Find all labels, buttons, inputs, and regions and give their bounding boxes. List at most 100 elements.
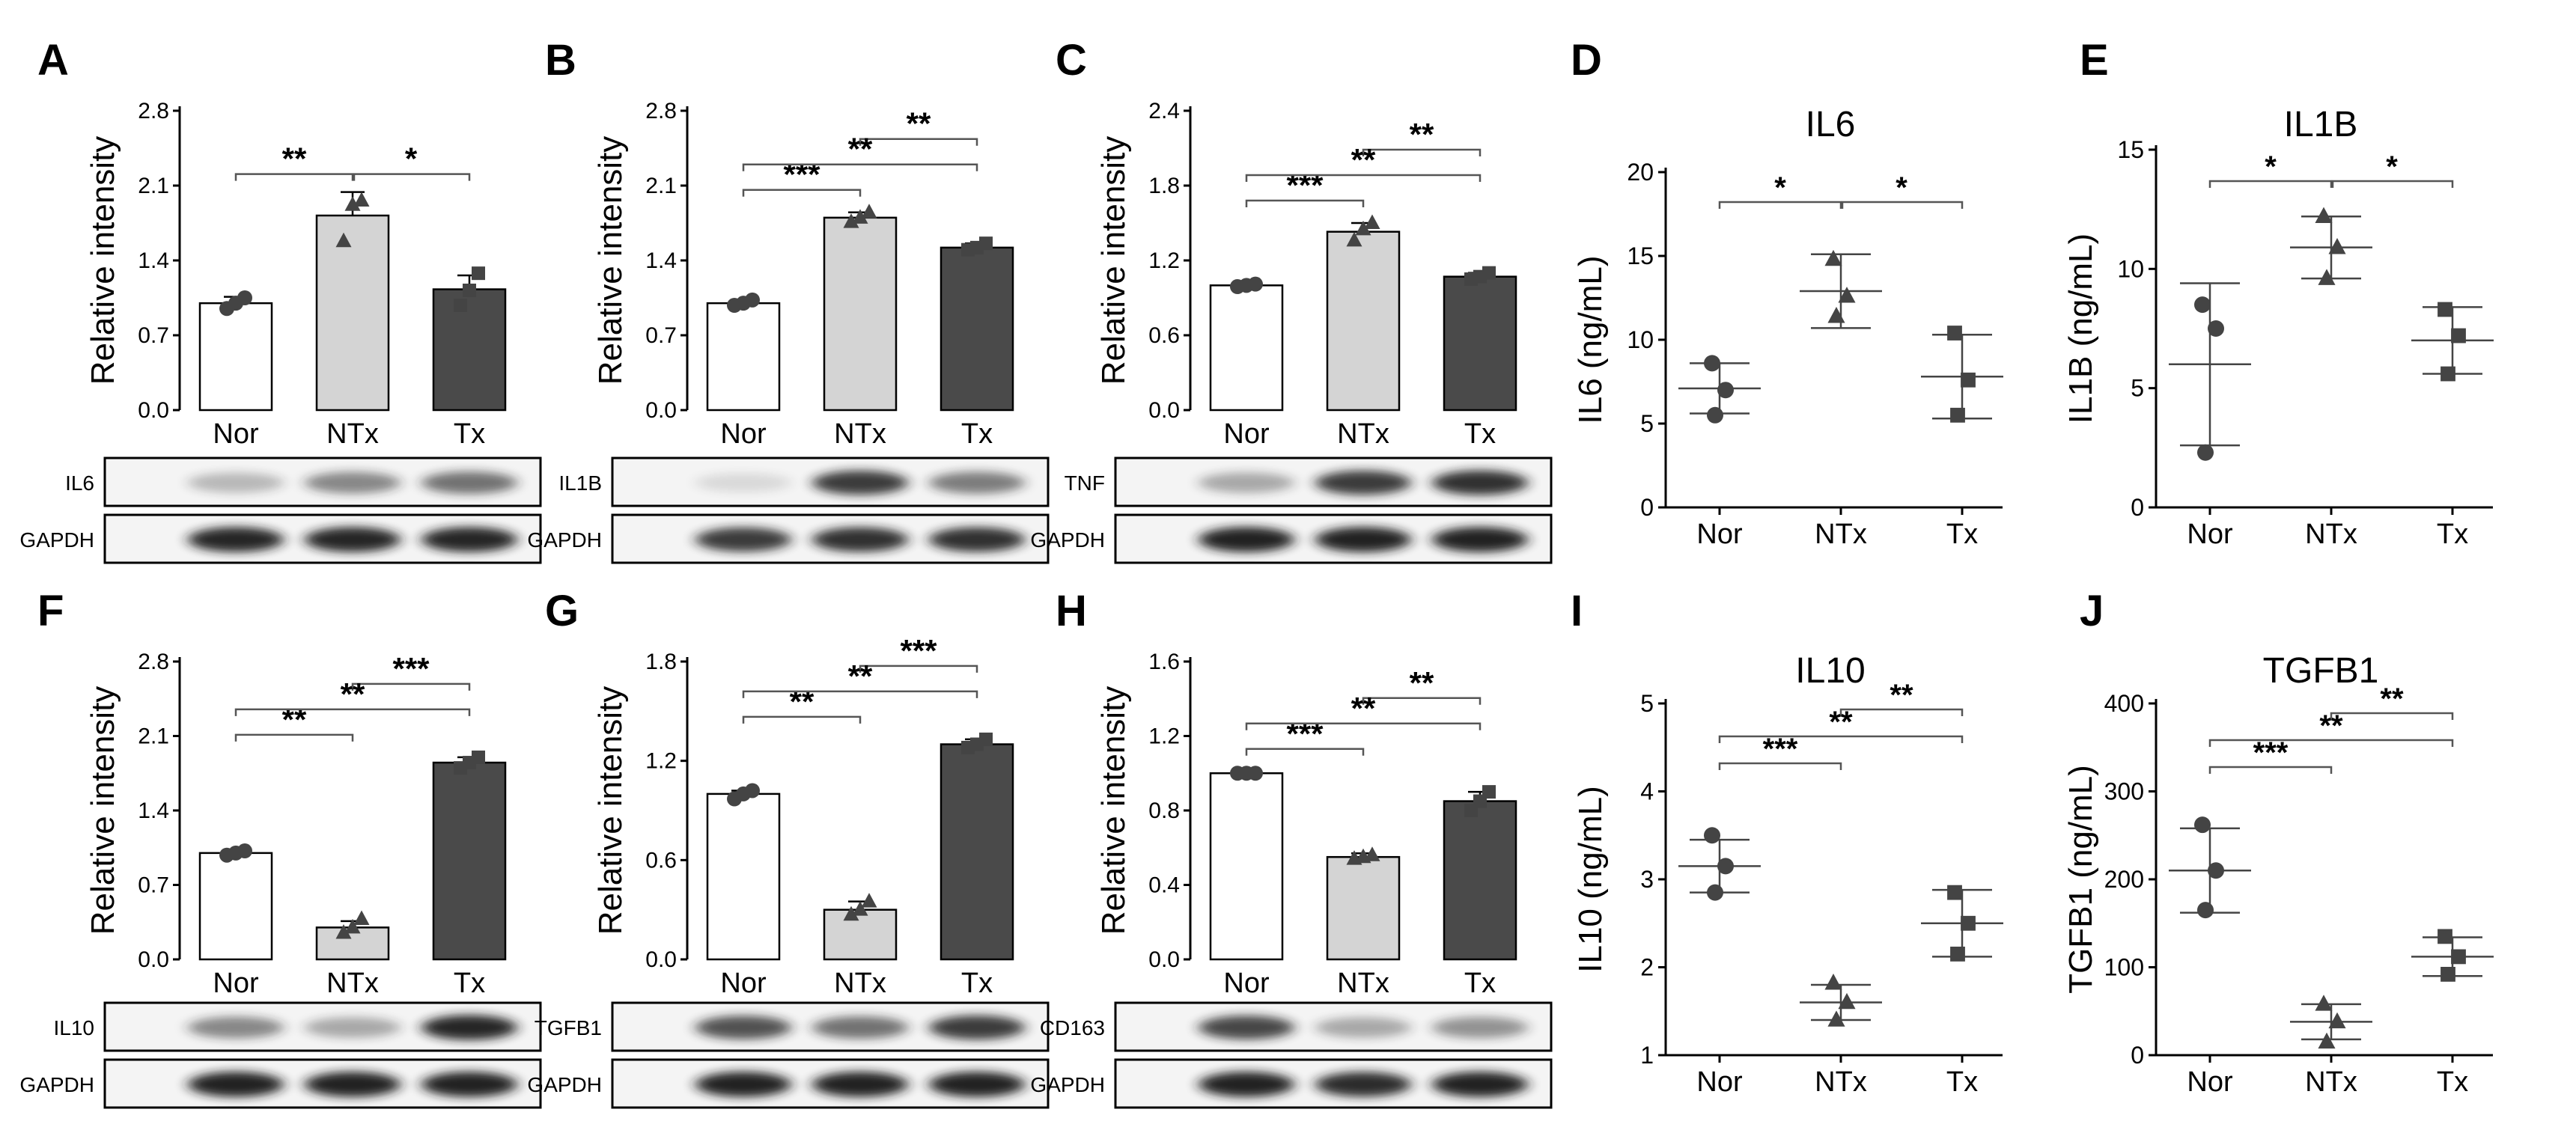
y-axis-title: Relative intensity	[85, 686, 121, 935]
data-point	[1961, 915, 1976, 931]
data-point	[1961, 372, 1976, 388]
significance-bracket	[859, 665, 978, 673]
y-tick-label: 1.2	[1148, 248, 1180, 273]
data-point	[344, 196, 361, 211]
panel-label: B	[545, 36, 576, 85]
y-tick-label: 0.0	[645, 398, 677, 423]
bar	[1209, 284, 1284, 412]
blot-band	[421, 1015, 517, 1040]
data-point	[2318, 269, 2336, 285]
data-point	[2194, 296, 2211, 314]
bar	[198, 302, 273, 412]
y-tick-label: 15	[2117, 136, 2144, 163]
y-tick-label: 2.8	[138, 99, 169, 123]
bar	[1326, 230, 1401, 412]
significance-bracket	[353, 173, 471, 181]
x-tick-label: Tx	[961, 418, 993, 450]
y-tick-label: 5	[1640, 410, 1654, 437]
significance-bracket	[1362, 148, 1482, 156]
significance-label: **	[907, 106, 931, 141]
significance-bracket	[2208, 766, 2333, 774]
x-tick-label: Nor	[1696, 519, 1743, 550]
y-tick-label: 0	[2131, 1042, 2144, 1069]
panel-label: D	[1571, 36, 1602, 85]
blot-label: IL10	[54, 1016, 95, 1039]
x-tick-label: Tx	[2437, 1066, 2468, 1098]
y-tick-label: 4	[1640, 778, 1654, 805]
data-point	[454, 299, 467, 312]
data-point	[1346, 231, 1362, 247]
data-point	[1704, 827, 1720, 844]
blot-label: GAPDH	[1030, 1073, 1105, 1096]
significance-bracket	[742, 715, 862, 724]
blot-band	[929, 1015, 1025, 1040]
bar	[432, 761, 507, 961]
data-point	[472, 266, 485, 281]
data-point	[979, 236, 993, 251]
blot-label: TGFB1	[535, 1016, 602, 1039]
y-tick-label: 1.4	[645, 248, 677, 273]
blot-band	[421, 527, 517, 552]
data-point	[1704, 355, 1720, 372]
bar	[706, 302, 781, 412]
significance-bracket	[1718, 762, 1842, 770]
bar	[198, 852, 273, 961]
significance-label: **	[1351, 142, 1376, 177]
significance-label: ***	[2253, 736, 2289, 769]
blot-band	[695, 473, 791, 492]
blot-band	[305, 471, 401, 494]
data-point	[1950, 946, 1965, 962]
significance-bracket	[2330, 712, 2454, 720]
bar	[823, 216, 898, 412]
y-axis-title: Relative intensity	[592, 136, 629, 385]
significance-label: *	[405, 141, 418, 177]
y-axis-title: Relative intensity	[1095, 686, 1132, 935]
data-point	[1947, 885, 1962, 900]
significance-bracket	[742, 690, 978, 698]
x-tick-label: Tx	[454, 968, 485, 999]
data-point	[2328, 1012, 2346, 1029]
x-tick-label: NTx	[326, 418, 379, 450]
significance-bracket	[742, 189, 862, 197]
data-point	[745, 783, 760, 798]
data-point	[2194, 816, 2211, 834]
significance-bracket	[742, 163, 978, 171]
data-point	[1482, 785, 1496, 799]
bar	[1209, 772, 1284, 961]
panel-label: G	[545, 587, 579, 635]
significance-label: **	[2319, 709, 2343, 742]
bar-chart-panel: G 0.0 0.6 1.2 1.8 Relative intensity Nor NTx Tx *…	[527, 587, 1050, 1109]
significance-bracket	[1839, 708, 1964, 716]
y-tick-label: 1.6	[1148, 650, 1180, 674]
significance-label: *	[2386, 150, 2398, 183]
blot-label: CD163	[1040, 1016, 1105, 1039]
chart-title: IL6	[1806, 105, 1856, 144]
significance-label: **	[282, 141, 307, 177]
dot-plot-panel: J TGFB1 0 100 200 300 400 TGFB1 (ng/mL) Nor NTx Tx…	[2062, 587, 2494, 1098]
data-point	[2208, 320, 2224, 337]
data-point	[2315, 995, 2333, 1011]
blot-band	[1315, 1072, 1411, 1097]
y-tick-label: 2.8	[138, 650, 169, 674]
x-tick-label: Nor	[2187, 1066, 2233, 1098]
y-tick-label: 2.1	[138, 724, 169, 749]
blot-band	[1432, 1016, 1528, 1039]
data-point	[2438, 929, 2452, 944]
y-axis-title: Relative intensity	[592, 686, 629, 935]
x-tick-label: Nor	[720, 418, 767, 450]
data-point	[1355, 220, 1371, 236]
significance-label: **	[1410, 117, 1434, 152]
significance-bracket	[1245, 722, 1482, 730]
y-axis-title: Relative intensity	[85, 136, 121, 385]
data-point	[1947, 326, 1962, 340]
data-point	[237, 843, 252, 859]
significance-label: **	[1351, 691, 1376, 726]
y-tick-label: 2.1	[645, 174, 677, 198]
x-tick-label: NTx	[2305, 519, 2357, 550]
data-point	[1482, 266, 1496, 280]
significance-bracket	[1718, 201, 1842, 209]
bar-chart-panel: A 0.0 0.7 1.4 2.1 2.8 Relative intensity Nor NTx…	[19, 36, 542, 564]
blot-band	[695, 527, 791, 552]
significance-bracket	[2208, 739, 2454, 747]
significance-bracket	[859, 138, 978, 146]
